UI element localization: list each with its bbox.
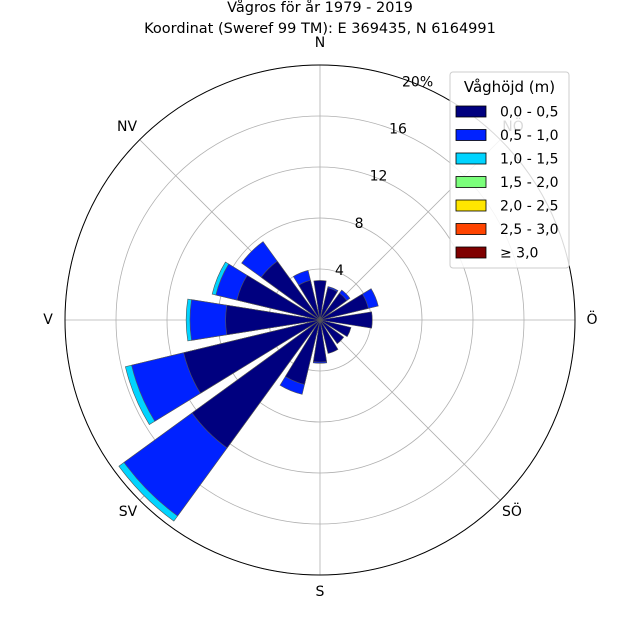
compass-label-nv: NV [117,119,137,135]
legend-swatch [455,105,487,118]
radial-tick-label: 12 [370,169,388,185]
chart-title: Vågros för år 1979 - 2019 [227,0,413,16]
polar-frame [64,64,576,576]
legend-label: 1,5 - 2,0 [500,175,558,191]
compass-label-s: S [316,584,325,600]
rose-bar-segment [191,319,321,449]
legend-label: 1,0 - 1,5 [500,152,558,168]
legend-label: ≥ 3,0 [500,246,538,262]
axis-labels: NNÖÖSÖSSVVNV48121620% [43,35,597,600]
legend-label: 2,0 - 2,5 [500,199,558,215]
ring-gridline [166,166,474,474]
legend-swatch [455,223,487,235]
rose-bar-segment [183,319,321,394]
rose-bar-segment [319,319,339,354]
compass-label-sö: SÖ [502,502,522,520]
rose-bar-segment [298,279,321,321]
legend-label: 0,0 - 0,5 [500,105,558,121]
legend: Våghöjd (m) 0,0 - 0,5 0,5 - 1,0 1,0 - 1,5 1,… [449,71,570,269]
compass-label-ö: Ö [586,310,597,328]
compass-label-sv: SV [119,504,138,520]
rose-bar-segment [313,319,327,363]
rose-bars [118,241,379,522]
ring-gridline [115,115,525,525]
compass-label-v: V [43,312,53,328]
legend-label: 0,5 - 1,0 [500,128,558,144]
legend-swatch [455,152,487,165]
rose-bar-segment [236,274,321,321]
rose-bar-segment [260,260,321,321]
legend-title: Våghöjd (m) [464,78,555,96]
legend-label: 2,5 - 3,0 [500,222,558,238]
rose-bar-segment [319,311,373,329]
radial-tick-label: 4 [335,263,344,279]
rose-bar-segment [225,304,321,336]
rose-bar-segment [313,280,327,321]
rose-bar-segment [284,319,321,385]
rose-bar-segment [319,292,348,321]
rose-bar-segment [319,293,369,321]
legend-swatch [455,199,487,212]
legend-swatch [455,129,487,141]
legend-swatch [455,246,487,259]
rose-bar-segment [319,287,338,321]
spoke-gridline [319,319,501,501]
rose-bar-segment [319,319,352,338]
compass-label-n: N [315,35,325,51]
radial-tick-label: 16 [389,122,407,138]
legend-box [449,71,570,269]
radial-tick-label: 20% [402,74,433,90]
radial-tick-label: 8 [355,216,364,232]
legend-swatch [455,176,487,188]
rose-bar-segment [319,319,345,345]
chart-subtitle: Koordinat (Sweref 99 TM): E 369435, N 61… [144,21,496,37]
